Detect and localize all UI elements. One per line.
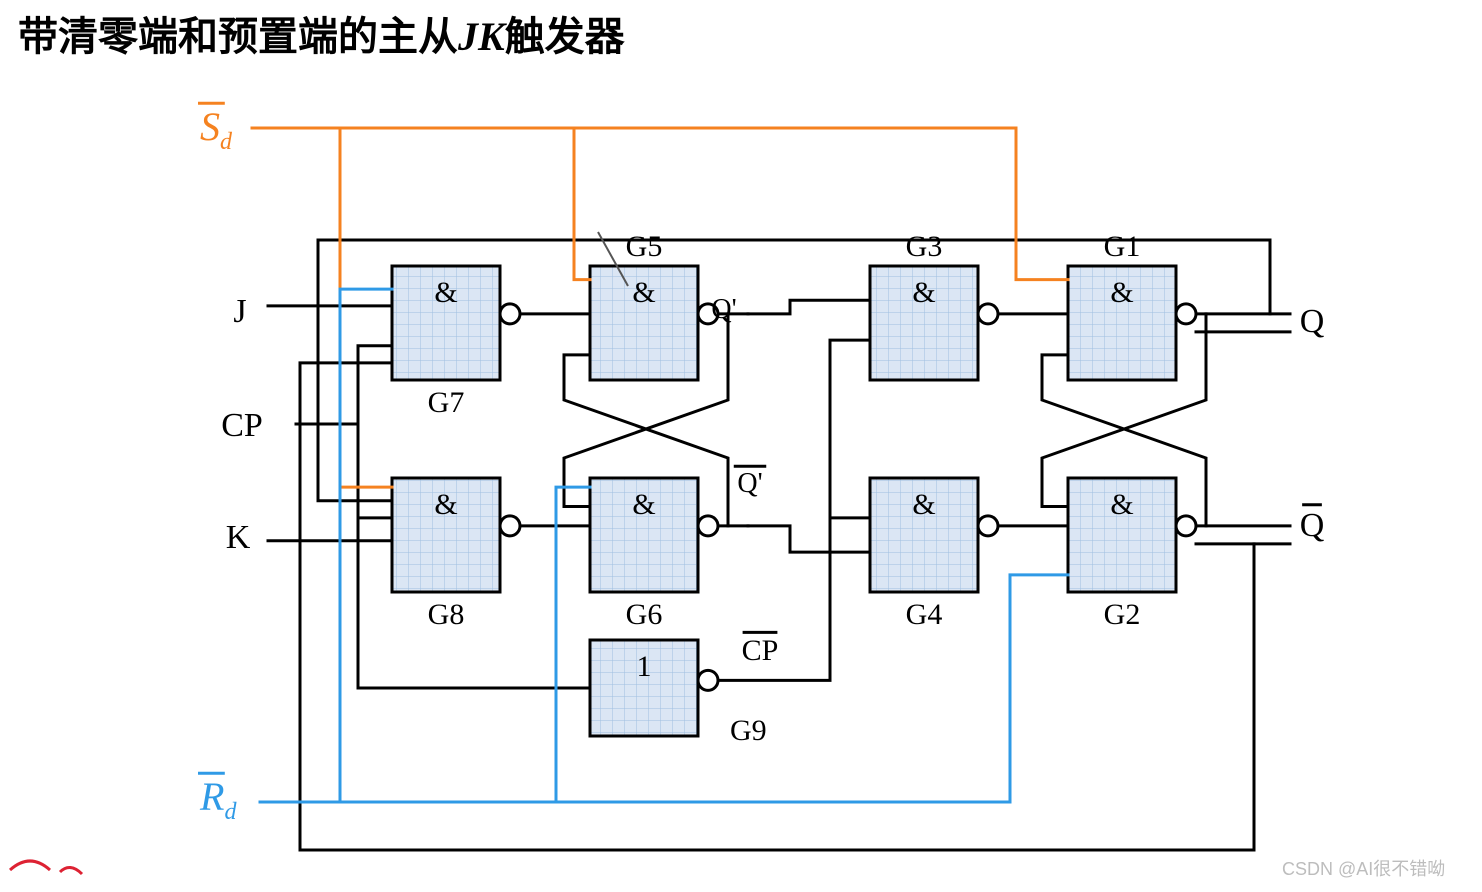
label: Q — [1300, 505, 1325, 544]
bubble-icon — [978, 516, 998, 536]
svg-text:Q': Q' — [711, 294, 736, 325]
gate-label: G3 — [906, 230, 943, 263]
page-title: 带清零端和预置端的主从JK触发器 — [18, 14, 626, 59]
bubble-icon — [1176, 516, 1196, 536]
label: Q' — [734, 466, 766, 499]
gate-label: G6 — [626, 598, 663, 631]
gate-symbol: & — [632, 488, 655, 521]
gate-symbol: & — [1110, 276, 1133, 309]
label: J — [233, 293, 246, 330]
svg-text:CP: CP — [221, 407, 263, 444]
gate-label: G7 — [428, 386, 465, 419]
gate-label: G4 — [906, 598, 943, 631]
svg-text:Q: Q — [1300, 303, 1325, 340]
gate-label: G1 — [1104, 230, 1141, 263]
watermark: CSDN @AI很不错呦 — [1282, 859, 1445, 879]
bubble-icon — [500, 304, 520, 324]
label: CP — [221, 407, 263, 444]
gate-label: G8 — [428, 598, 465, 631]
gate-symbol: & — [434, 488, 457, 521]
label: Q — [1300, 303, 1325, 340]
gate-symbol: & — [434, 276, 457, 309]
gate-symbol: & — [912, 276, 935, 309]
svg-text:CP: CP — [742, 634, 779, 667]
gate-symbol: & — [1110, 488, 1133, 521]
gate-label: G5 — [626, 230, 663, 263]
bubble-icon — [698, 670, 718, 690]
label: Q' — [711, 294, 736, 325]
label: CP — [742, 632, 779, 667]
gate-label: G2 — [1104, 598, 1141, 631]
svg-text:K: K — [226, 519, 251, 556]
svg-text:J: J — [233, 293, 246, 330]
gate-symbol: 1 — [637, 650, 652, 683]
bubble-icon — [698, 516, 718, 536]
gate-symbol: & — [632, 276, 655, 309]
bubble-icon — [500, 516, 520, 536]
gate-symbol: & — [912, 488, 935, 521]
bubble-icon — [978, 304, 998, 324]
svg-text:Q: Q — [1300, 507, 1325, 544]
bubble-icon — [1176, 304, 1196, 324]
svg-text:Q': Q' — [737, 468, 762, 499]
gate-label: G9 — [730, 714, 767, 747]
label: K — [226, 519, 251, 556]
